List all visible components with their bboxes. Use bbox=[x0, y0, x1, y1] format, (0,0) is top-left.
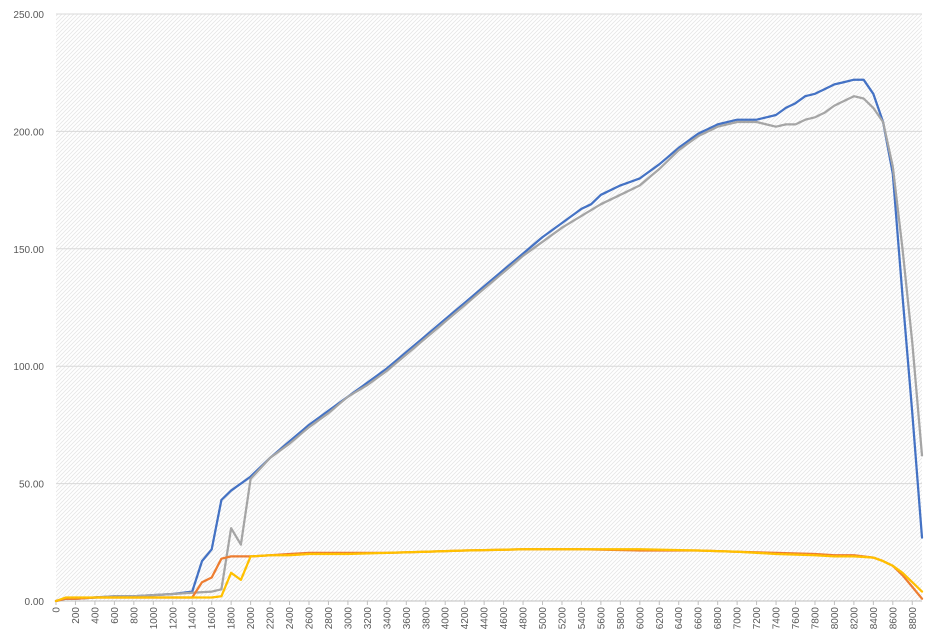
x-tick-label: 8200 bbox=[849, 607, 860, 630]
x-tick-label: 4400 bbox=[480, 607, 491, 630]
x-tick-label: 4800 bbox=[519, 607, 530, 630]
x-tick-label: 3000 bbox=[343, 607, 354, 630]
x-tick-label: 3600 bbox=[402, 607, 413, 630]
plot-area bbox=[56, 14, 922, 601]
x-tick-label: 2600 bbox=[304, 607, 315, 630]
x-tick-label: 8600 bbox=[888, 607, 899, 630]
y-tick-label: 50.00 bbox=[19, 480, 44, 491]
x-tick-label: 0 bbox=[52, 607, 63, 613]
x-tick-label: 800 bbox=[129, 607, 140, 624]
x-axis: 0 200 400 600 800 1000 1200 1400 1600 1800 2000 220… bbox=[52, 601, 919, 629]
x-tick-label: 1200 bbox=[168, 607, 179, 630]
x-tick-label: 4200 bbox=[460, 607, 471, 630]
x-tick-label: 6200 bbox=[655, 607, 666, 630]
x-tick-label: 4000 bbox=[441, 607, 452, 630]
x-tick-label: 7800 bbox=[810, 607, 821, 630]
x-tick-label: 1400 bbox=[188, 607, 199, 630]
x-tick-label: 4600 bbox=[499, 607, 510, 630]
x-tick-label: 7400 bbox=[772, 607, 783, 630]
y-tick-label: 250.00 bbox=[13, 10, 44, 21]
y-tick-label: 0.00 bbox=[25, 597, 45, 608]
x-tick-label: 7000 bbox=[733, 607, 744, 630]
y-axis: 0.00 50.00 100.00 150.00 200.00 250.00 bbox=[13, 10, 44, 608]
x-tick-label: 5400 bbox=[577, 607, 588, 630]
x-tick-label: 400 bbox=[90, 607, 101, 624]
x-tick-label: 5800 bbox=[616, 607, 627, 630]
series-line-4 bbox=[54, 548, 924, 603]
y-tick-label: 200.00 bbox=[13, 127, 44, 138]
x-tick-label: 7600 bbox=[791, 607, 802, 630]
x-tick-label: 6800 bbox=[713, 607, 724, 630]
y-tick-label: 150.00 bbox=[13, 245, 44, 256]
x-tick-label: 8000 bbox=[830, 607, 841, 630]
x-tick-label: 2200 bbox=[266, 607, 277, 630]
x-tick-label: 8400 bbox=[869, 607, 880, 630]
x-tick-label: 2800 bbox=[324, 607, 335, 630]
y-tick-label: 100.00 bbox=[13, 362, 44, 373]
x-tick-label: 5200 bbox=[557, 607, 568, 630]
series-line-1 bbox=[54, 78, 924, 603]
x-tick-label: 3400 bbox=[382, 607, 393, 630]
x-tick-label: 3800 bbox=[421, 607, 432, 630]
x-tick-label: 200 bbox=[71, 607, 82, 624]
x-tick-label: 6000 bbox=[635, 607, 646, 630]
x-tick-label: 8800 bbox=[908, 607, 919, 630]
x-tick-label: 6600 bbox=[694, 607, 705, 630]
x-tick-label: 600 bbox=[110, 607, 121, 624]
x-tick-label: 1800 bbox=[227, 607, 238, 630]
x-tick-label: 5000 bbox=[538, 607, 549, 630]
x-tick-label: 2400 bbox=[285, 607, 296, 630]
x-tick-label: 3200 bbox=[363, 607, 374, 630]
x-tick-label: 6400 bbox=[674, 607, 685, 630]
series-line-2 bbox=[54, 95, 924, 603]
x-tick-label: 1600 bbox=[207, 607, 218, 630]
x-tick-label: 5600 bbox=[596, 607, 607, 630]
gridlines bbox=[56, 13, 922, 602]
x-tick-label: 7200 bbox=[752, 607, 763, 630]
x-tick-label: 2000 bbox=[246, 607, 257, 630]
x-tick-label: 1000 bbox=[149, 607, 160, 630]
series-lines bbox=[54, 78, 924, 603]
